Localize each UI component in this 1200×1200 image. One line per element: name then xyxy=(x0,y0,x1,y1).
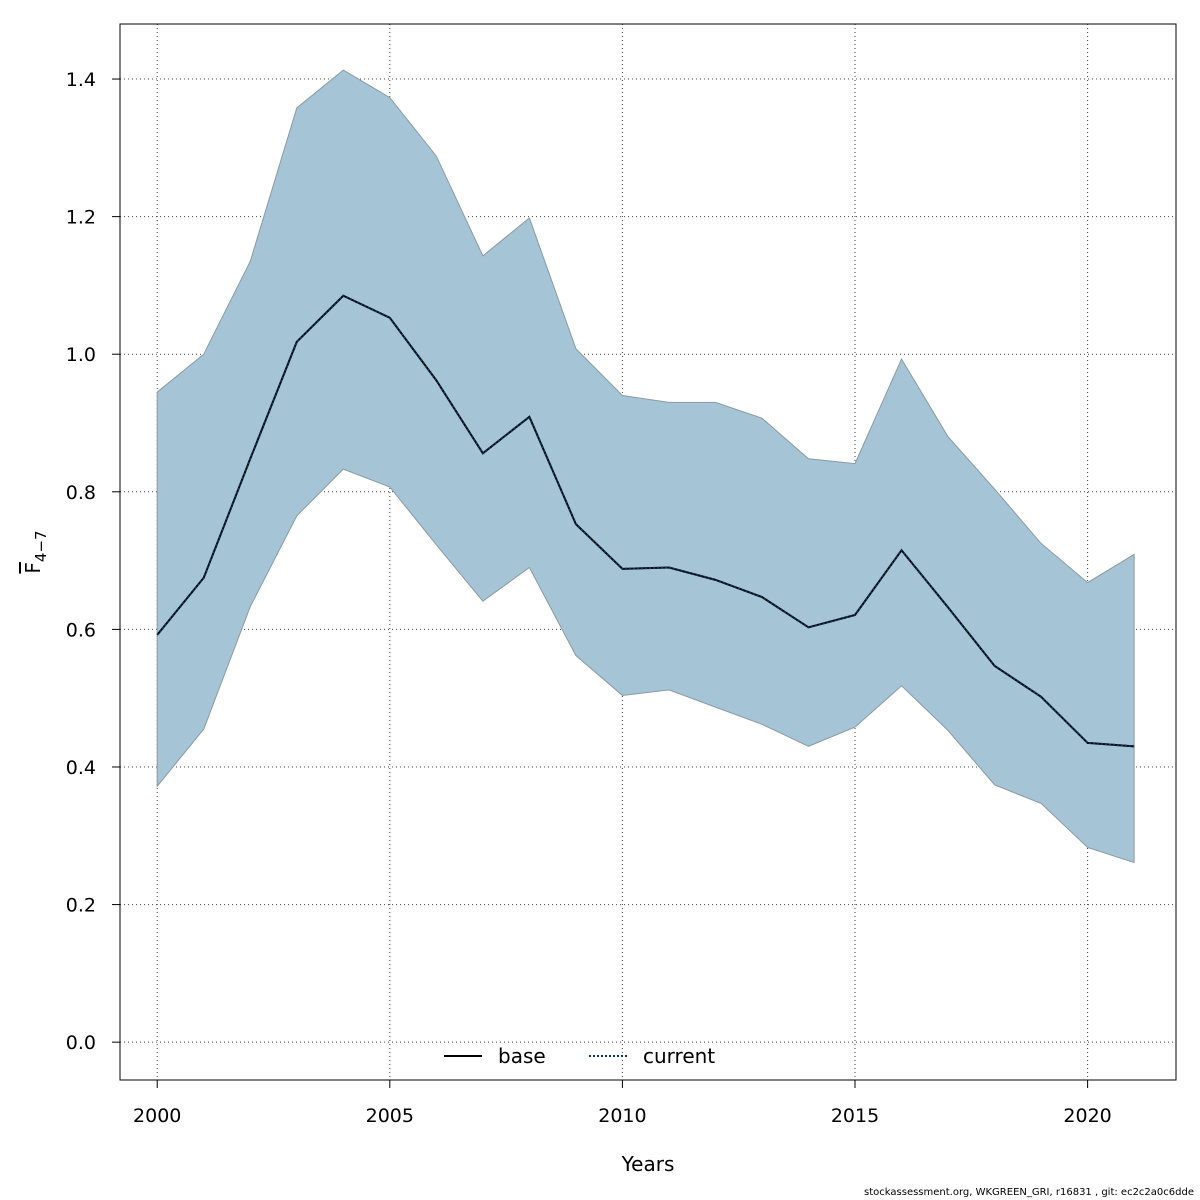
y-axis-label-main: F xyxy=(21,562,45,574)
x-tick-label-2020: 2020 xyxy=(1063,1105,1111,1127)
y-axis: 0.0 0.2 0.4 0.6 0.8 1.0 1.2 1.4 xyxy=(66,69,120,1054)
footer-credit: stockassessment.org, WKGREEN_GRI, r16831… xyxy=(864,1187,1194,1198)
confidence-band xyxy=(156,69,1135,864)
x-axis: 2000 2005 2010 2015 2020 xyxy=(133,1080,1112,1127)
confidence-band-area xyxy=(156,69,1135,864)
y-axis-label: F4−7 xyxy=(21,530,50,573)
y-axis-label-subscript: 4−7 xyxy=(32,530,50,562)
legend-label-base: base xyxy=(498,1044,546,1068)
x-tick-label-2010: 2010 xyxy=(598,1105,646,1127)
y-tick-label-6: 1.2 xyxy=(66,207,96,229)
y-tick-label-4: 0.8 xyxy=(66,482,96,504)
series-lines xyxy=(156,294,1135,748)
y-tick-label-5: 1.0 xyxy=(66,344,96,366)
plot-frame xyxy=(119,23,1177,1081)
legend-label-current: current xyxy=(643,1044,715,1068)
y-axis-label-text: F4−7 xyxy=(21,530,50,573)
y-tick-label-3: 0.6 xyxy=(66,619,96,641)
x-tick-label-2015: 2015 xyxy=(831,1105,879,1127)
series-line-current xyxy=(156,294,1135,748)
x-axis-label: Years xyxy=(621,1152,675,1176)
y-tick-label-2: 0.4 xyxy=(66,757,96,779)
y-tick-label-1: 0.2 xyxy=(66,895,96,917)
y-tick-label-0: 0.0 xyxy=(66,1032,96,1054)
x-tick-label-2000: 2000 xyxy=(133,1105,181,1127)
legend: base current xyxy=(444,1044,715,1068)
x-tick-label-2005: 2005 xyxy=(366,1105,414,1127)
y-tick-label-7: 1.4 xyxy=(66,69,96,91)
